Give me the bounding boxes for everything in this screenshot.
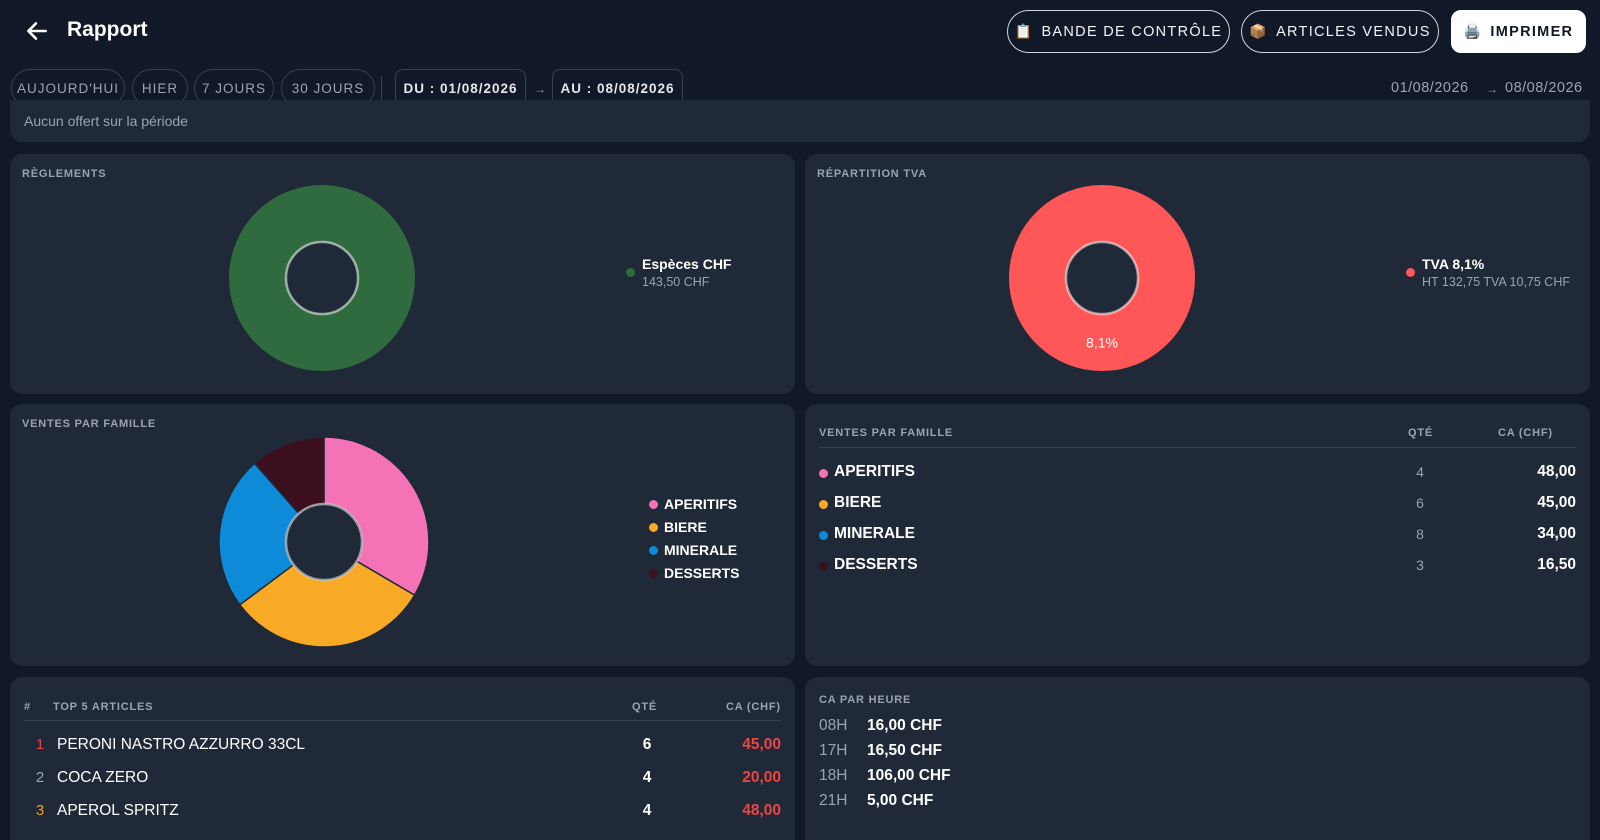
donut-inner-ring: [284, 240, 360, 316]
print-button[interactable]: 🖨️ IMPRIMER: [1451, 10, 1586, 53]
legend-label-aperitifs: APERITIFS: [664, 496, 738, 512]
row-family-name: APERITIFS: [834, 463, 915, 480]
row-family-name: BIERE: [834, 494, 882, 511]
row-ca: 34,00: [1537, 525, 1576, 542]
row-ca: 48,00: [742, 802, 781, 819]
row-ca: 45,00: [742, 736, 781, 753]
legend-dot-biere: [649, 523, 658, 532]
row-article-name: PERONI NASTRO AZZURRO 33CL: [57, 736, 306, 753]
row-color-dot: [819, 531, 828, 540]
bande-controle-label: BANDE DE CONTRÔLE: [1041, 23, 1223, 40]
row-article-name: COCA ZERO: [57, 769, 149, 786]
legend-dot-especes: [626, 268, 635, 277]
familles-donut-chart: [218, 436, 430, 648]
offert-empty-text: Aucun offert sur la période: [24, 113, 188, 129]
top5-card: # TOP 5 ARTICLES QTÉ CA (CHF) 1 PERONI NA…: [10, 677, 795, 840]
row-qty: 6: [1416, 495, 1424, 511]
printer-icon: 🖨️: [1463, 23, 1483, 39]
filter-divider: [381, 76, 382, 102]
legend-especes-amount: 143,50 CHF: [642, 275, 710, 289]
row-rank: 1: [35, 736, 45, 753]
row-hour-value: 16,00 CHF: [867, 717, 942, 734]
row-ca: 45,00: [1537, 494, 1576, 511]
articles-vendus-label: ARTICLES VENDUS: [1276, 23, 1431, 40]
reglements-card: RÈGLEMENTS Espèces CHF 143,50 CHF: [10, 154, 795, 394]
legend-dot-aperitifs: [649, 500, 658, 509]
legend-dot-desserts: [649, 569, 658, 578]
slice-percent-label: 8,1%: [1086, 335, 1118, 351]
top5-col-ca: CA (CHF): [726, 701, 781, 713]
familles-header-divider: [819, 447, 1576, 448]
familles-chart-title: VENTES PAR FAMILLE: [22, 418, 156, 430]
clipboard-icon: 📋: [1014, 23, 1034, 39]
donut-inner-ring: [1064, 240, 1140, 316]
top5-col-qty: QTÉ: [632, 701, 658, 713]
row-hour: 17H: [819, 742, 848, 759]
familles-chart-card: VENTES PAR FAMILLE APERITIFS BIERE MINERAL…: [10, 404, 795, 666]
reglements-title: RÈGLEMENTS: [22, 168, 107, 180]
donut-inner-ring: [284, 502, 364, 582]
row-qty: 6: [642, 736, 652, 753]
row-hour: 21H: [819, 792, 848, 809]
tva-title: RÉPARTITION TVA: [817, 168, 927, 180]
familles-table-card: VENTES PAR FAMILLE QTÉ CA (CHF) APERITIF…: [805, 404, 1590, 666]
legend-especes-name: Espèces CHF: [642, 256, 732, 272]
slice-tva-8-1-: [1009, 185, 1195, 371]
slice-esp-ces-chf: [229, 185, 415, 371]
row-article-name: APEROL SPRITZ: [57, 802, 179, 819]
row-qty: 4: [642, 769, 652, 786]
legend-tva-name: TVA 8,1%: [1422, 256, 1485, 272]
date-range-arrow: →: [534, 82, 546, 96]
range-arrow: →: [1486, 82, 1498, 96]
familles-col-ca: CA (CHF): [1498, 427, 1553, 439]
tva-donut-chart: 8,1%: [1009, 185, 1195, 371]
row-hour-value: 16,50 CHF: [867, 742, 942, 759]
offert-card: Aucun offert sur la période: [10, 100, 1590, 142]
row-family-name: DESSERTS: [834, 556, 918, 573]
print-label: IMPRIMER: [1490, 23, 1574, 40]
legend-tva-detail: HT 132,75 TVA 10,75 CHF: [1422, 275, 1570, 289]
row-family-name: MINERALE: [834, 525, 915, 542]
row-color-dot: [819, 562, 828, 571]
legend-dot-tva: [1406, 268, 1415, 277]
row-hour: 18H: [819, 767, 848, 784]
back-arrow-icon[interactable]: [24, 18, 50, 44]
slice-aperitifs: [323, 436, 430, 597]
row-ca: 20,00: [742, 769, 781, 786]
row-color-dot: [819, 500, 828, 509]
bande-controle-button[interactable]: 📋 BANDE DE CONTRÔLE: [1007, 10, 1230, 53]
tva-card: RÉPARTITION TVA 8,1% TVA 8,1% HT 132,75 …: [805, 154, 1590, 394]
row-ca: 48,00: [1537, 463, 1576, 480]
top5-col-rank: #: [24, 701, 31, 713]
legend-dot-minerale: [649, 546, 658, 555]
heures-title: CA PAR HEURE: [819, 694, 912, 706]
row-hour: 08H: [819, 717, 848, 734]
row-qty: 8: [1416, 526, 1424, 542]
top5-header-divider: [24, 720, 781, 721]
row-rank: 3: [35, 802, 45, 819]
legend-label-minerale: MINERALE: [664, 542, 738, 558]
row-qty: 4: [642, 802, 652, 819]
row-qty: 4: [1416, 464, 1424, 480]
row-hour-value: 5,00 CHF: [867, 792, 934, 809]
heures-card: CA PAR HEURE 08H 16,00 CHF 17H 16,50 CHF 18H…: [805, 677, 1590, 840]
row-color-dot: [819, 469, 828, 478]
row-qty: 3: [1416, 557, 1424, 573]
range-end-text: 08/08/2026: [1505, 80, 1583, 96]
row-ca: 16,50: [1537, 556, 1576, 573]
familles-table-title: VENTES PAR FAMILLE: [819, 427, 953, 439]
familles-col-qty: QTÉ: [1408, 427, 1434, 439]
range-start-text: 01/08/2026: [1391, 80, 1469, 96]
top-bar: Rapport 📋 BANDE DE CONTRÔLE 📦 ARTICLES V…: [0, 0, 1600, 62]
reglements-donut-chart: [229, 185, 415, 371]
legend-label-biere: BIERE: [664, 519, 707, 535]
top5-title: TOP 5 ARTICLES: [53, 701, 154, 713]
row-hour-value: 106,00 CHF: [867, 767, 951, 784]
package-icon: 📦: [1249, 23, 1269, 39]
row-rank: 2: [35, 769, 45, 786]
articles-vendus-button[interactable]: 📦 ARTICLES VENDUS: [1241, 10, 1439, 53]
legend-label-desserts: DESSERTS: [664, 565, 740, 581]
page-title: Rapport: [67, 18, 148, 41]
